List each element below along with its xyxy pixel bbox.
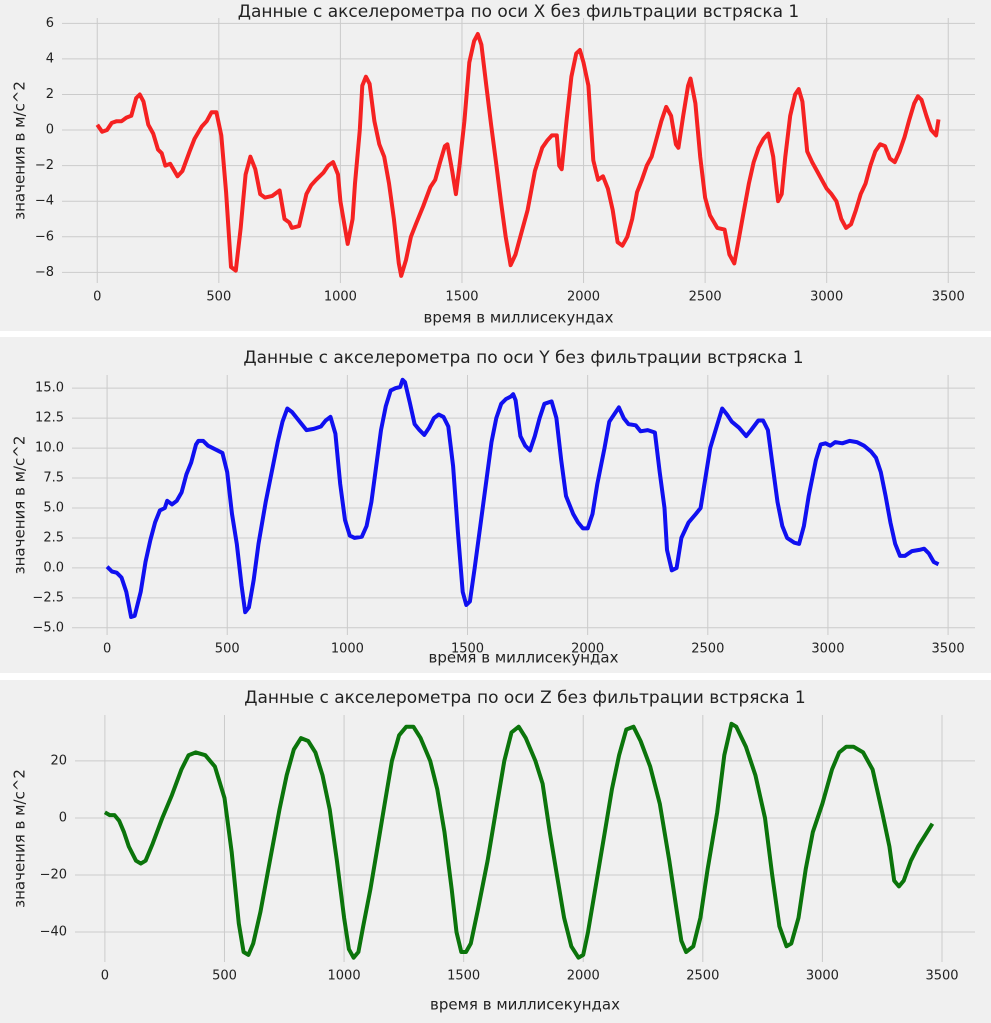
y-tick-label: 12.5: [35, 411, 64, 426]
y-tick-label: 5.0: [43, 500, 64, 515]
x-tick-label: 1500: [451, 642, 484, 657]
y-tick-label: −2.5: [32, 590, 64, 605]
x-tick-label: 3500: [925, 969, 958, 984]
x-tick-label: 1000: [324, 290, 357, 305]
y-tick-label: 0: [46, 123, 54, 138]
x-tick-label: 500: [212, 969, 237, 984]
y-tick-label: 6: [46, 16, 54, 31]
data-line: [95, 32, 941, 278]
x-tick-label: 1500: [447, 969, 480, 984]
y-tick-label: −2: [35, 158, 54, 173]
y-tick-label: 20: [50, 753, 67, 768]
panel-background: [0, 337, 991, 673]
y-tick-label: −8: [35, 265, 54, 280]
y-tick-label: 2.5: [43, 530, 64, 545]
x-tick-label: 3500: [932, 290, 965, 305]
y-tick-label: 0.0: [43, 560, 64, 575]
x-axis-label: время в миллисекундах: [430, 996, 620, 1014]
y-axis-label: значения в м/с^2: [11, 81, 29, 220]
x-tick-label: 2500: [691, 642, 724, 657]
y-tick-label: 15.0: [35, 381, 64, 396]
chart-title: Данные с акселерометра по оси Z без филь…: [244, 688, 806, 708]
x-tick-label: 500: [215, 642, 240, 657]
y-tick-label: −40: [40, 925, 67, 940]
data-line: [105, 377, 940, 619]
x-tick-label: 0: [93, 290, 101, 305]
y-tick-label: 10.0: [35, 441, 64, 456]
y-axis-label: значения в м/с^2: [11, 769, 29, 908]
x-tick-label: 1000: [328, 969, 361, 984]
y-tick-label: −4: [35, 194, 54, 209]
y-tick-label: 4: [46, 51, 54, 66]
x-tick-label: 2000: [567, 290, 600, 305]
x-tick-label: 1500: [445, 290, 478, 305]
x-axis-label: время в миллисекундах: [429, 649, 619, 667]
y-tick-label: −6: [35, 229, 54, 244]
chart-title: Данные с акселерометра по оси Y без филь…: [243, 348, 803, 368]
x-axis-label: время в миллисекундах: [424, 309, 614, 327]
y-tick-label: 2: [46, 87, 54, 102]
x-tick-label: 2500: [686, 969, 719, 984]
x-tick-label: 3500: [932, 642, 965, 657]
x-tick-label: 2000: [571, 642, 604, 657]
y-axis-label: значения в м/с^2: [11, 436, 29, 575]
x-tick-label: 3000: [806, 969, 839, 984]
x-tick-label: 3000: [810, 290, 843, 305]
data-line: [103, 721, 935, 960]
x-tick-label: 2500: [689, 290, 722, 305]
y-tick-label: 7.5: [43, 471, 64, 486]
x-tick-label: 500: [206, 290, 231, 305]
x-tick-label: 1000: [331, 642, 364, 657]
x-tick-label: 0: [101, 969, 109, 984]
x-tick-label: 0: [103, 642, 111, 657]
y-tick-label: −20: [40, 868, 67, 883]
x-tick-label: 3000: [811, 642, 844, 657]
y-tick-label: −5.0: [32, 620, 64, 635]
y-tick-label: 0: [59, 810, 67, 825]
x-tick-label: 2000: [567, 969, 600, 984]
chart-title: Данные с акселерометра по оси X без филь…: [238, 2, 800, 22]
panel-background: [0, 680, 991, 1023]
